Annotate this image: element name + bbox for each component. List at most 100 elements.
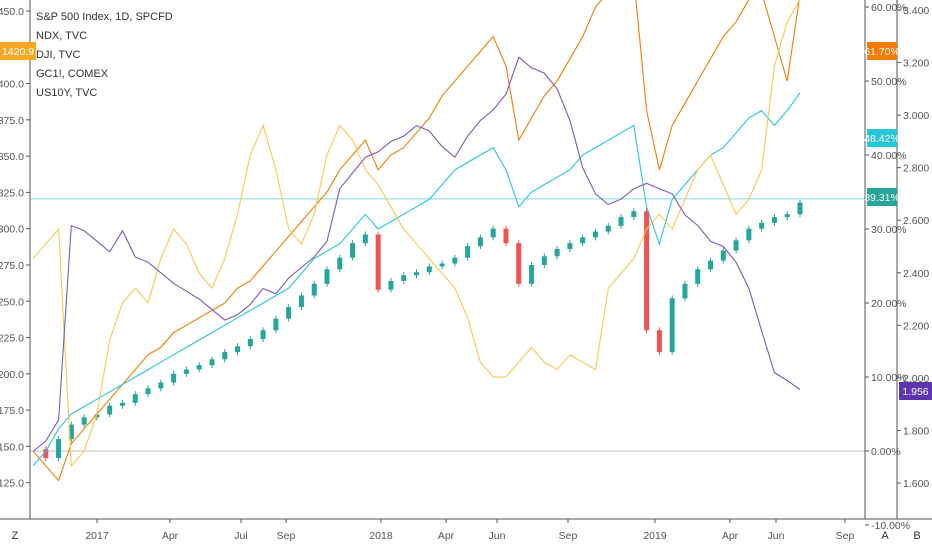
series-line-2: [32, 92, 801, 467]
legend-item-dji[interactable]: DJI, TVC: [36, 49, 81, 61]
series-layer: [32, 0, 803, 482]
percent-axis-tick-label: 40.00%: [871, 150, 907, 162]
left-axis-tick-label: 1150.0: [0, 441, 24, 453]
sp500-candle: [68, 424, 74, 440]
sp500-candle: [516, 243, 522, 284]
sp500-candle: [631, 211, 637, 218]
left-axis-tick-label: 1325.0: [0, 187, 24, 199]
left-axis-tick-label: 1200.0: [0, 369, 24, 381]
sp500-candle: [132, 394, 138, 403]
sp500-candle: [209, 359, 215, 366]
x-axis-tick-label: Sep: [836, 530, 855, 542]
sp500-candle: [196, 365, 202, 370]
right-axis-tick-label: 3.000: [903, 110, 929, 122]
percent-axis-tick-label: 60.00%: [871, 2, 907, 14]
sp500-candle: [298, 295, 304, 308]
left-axis-tick-label: 1125.0: [0, 478, 24, 490]
sp500-candle: [350, 243, 356, 258]
sp500-candle: [720, 250, 726, 261]
badge-dji: 48.42%: [864, 133, 900, 145]
right-axis-tick-label: 1.600: [903, 478, 929, 490]
right-axis-tick-label: 2.600: [903, 215, 929, 227]
percent-axis-tick-label: 0.00%: [871, 446, 901, 458]
sp500-candle: [771, 217, 777, 223]
sp500-candle: [733, 240, 739, 251]
sp500-candle: [644, 211, 650, 331]
sp500-candle: [656, 330, 662, 353]
right-axis-tick-label: 2.000: [903, 373, 929, 385]
sp500-candle: [477, 237, 483, 247]
left-axis-tick-label: 1300.0: [0, 224, 24, 236]
sp500-candle: [260, 330, 266, 339]
badge-ndx-background: [867, 42, 897, 60]
right-axis-tick-label: 3.400: [903, 5, 929, 17]
sp500-candle: [592, 231, 598, 238]
sp500-candle: [158, 382, 164, 389]
badge-us10y: 1.956: [902, 386, 928, 398]
auto-scale-button[interactable]: A: [881, 530, 889, 542]
sp500-candle: [746, 228, 752, 241]
x-axis-tick-label: Apr: [162, 530, 179, 542]
legend-item-us10y[interactable]: US10Y, TVC: [36, 87, 98, 99]
left-axis-tick-label: 1450.0: [0, 6, 24, 18]
right-axis-tick-label: 2.400: [903, 268, 929, 280]
sp500-candle: [337, 257, 343, 270]
sp500-candle: [452, 257, 458, 264]
log-scale-button[interactable]: B: [913, 530, 920, 542]
x-axis-tick-label: Jun: [489, 530, 506, 542]
sp500-candle: [56, 439, 62, 458]
x-axis-tick-label: Sep: [277, 530, 296, 542]
legend-item-sp500[interactable]: S&P 500 Index, 1D, SPCFD: [36, 11, 173, 23]
sp500-candle: [401, 275, 407, 281]
x-axis-tick-label: 2019: [643, 530, 667, 542]
sp500-candle: [759, 222, 765, 229]
x-axis-tick-label: Sep: [559, 530, 578, 542]
x-axis-tick-label: Apr: [722, 530, 739, 542]
sp500-candle: [797, 202, 803, 215]
sp500-candle: [43, 449, 49, 458]
sp500-candle: [171, 373, 177, 383]
percent-axis-tick-label: 50.00%: [871, 76, 907, 88]
badge-sp500-background: [0, 42, 36, 60]
badge-us10y-background: [899, 382, 932, 400]
sp500-candle: [529, 264, 535, 284]
sp500-candle: [247, 338, 253, 347]
left-axis-tick-label: 1175.0: [0, 405, 24, 417]
x-axis-tick-label: 2018: [369, 530, 393, 542]
x-axis-tick-label: 2017: [85, 530, 109, 542]
right-axis-tick-label: 2.200: [903, 320, 929, 332]
sp500-candle: [784, 214, 790, 218]
sp500-candle: [567, 243, 573, 250]
series-line-1: [32, 0, 800, 482]
sp500-candle: [273, 318, 279, 331]
sp500-candle: [145, 388, 151, 395]
series-line-3: [32, 0, 801, 468]
legend-item-gold[interactable]: GC1!, COMEX: [36, 68, 109, 80]
sp500-candle: [605, 225, 611, 232]
left-axis-tick-label: 1375.0: [0, 115, 24, 127]
chart-legend: S&P 500 Index, 1D, SPCFD NDX, TVC DJI, T…: [36, 8, 173, 103]
badge-gold-background: [867, 188, 897, 206]
sp500-candle: [682, 283, 688, 299]
sp500-candle: [183, 369, 189, 374]
x-axis-tick-label: Jul: [234, 530, 247, 542]
left-axis-tick-label: 1275.0: [0, 260, 24, 272]
sp500-candle: [119, 402, 125, 406]
sp500-candle: [107, 405, 113, 415]
percent-axis-tick-label: 30.00%: [871, 224, 907, 236]
badge-layer: 1420.9 61.70% 48.42% 39.31% 1.956: [0, 42, 932, 400]
legend-item-ndx[interactable]: NDX, TVC: [36, 30, 88, 42]
scale-left-button[interactable]: Z: [12, 530, 19, 542]
x-axis-tick-label: Apr: [438, 530, 455, 542]
sp500-candle: [618, 217, 624, 226]
sp500-candle: [490, 228, 496, 238]
left-axis-tick-label: 1250.0: [0, 296, 24, 308]
left-axis-tick-label: 1400.0: [0, 79, 24, 91]
percent-axis-tick-label: 20.00%: [871, 298, 907, 310]
sp500-candle: [503, 228, 509, 244]
badge-sp500: 1420.9: [2, 46, 34, 58]
series-line-4: [32, 56, 801, 452]
sp500-candle: [426, 266, 432, 273]
